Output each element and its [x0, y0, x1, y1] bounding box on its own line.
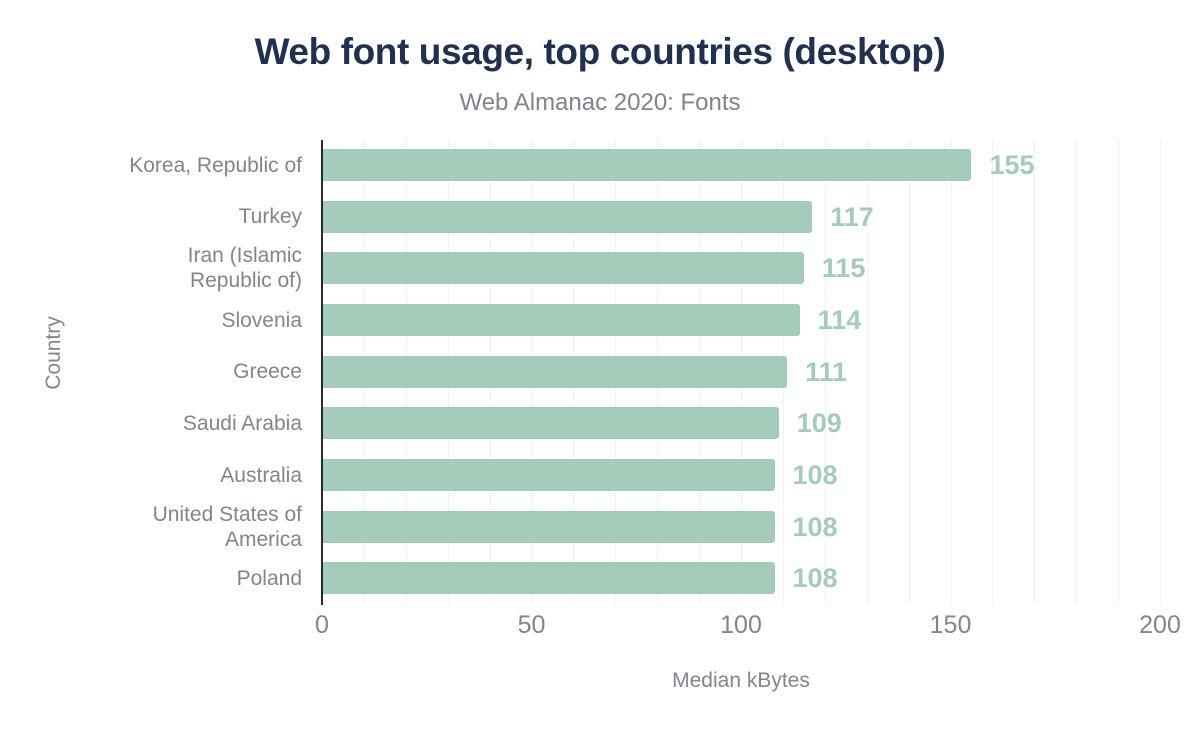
bar[interactable] — [322, 510, 775, 543]
category-label: Australia — [220, 463, 302, 487]
bar-row: 115 — [322, 243, 1160, 293]
plot-area: 155 117 115 114 111 109 108 108 108 — [322, 140, 1161, 605]
category-label: United States of America — [152, 502, 302, 551]
bar-row: 109 — [322, 398, 1160, 448]
category-label: Korea, Republic of — [129, 153, 302, 177]
category-axis-labels: Korea, Republic of Turkey Iran (Islamic Rep… — [0, 140, 312, 605]
y-axis-line — [321, 140, 323, 605]
gridline — [992, 140, 993, 605]
category-label: Iran (Islamic Republic of) — [187, 244, 302, 293]
gridline — [951, 140, 952, 605]
bar[interactable] — [322, 149, 972, 181]
bar[interactable] — [322, 355, 788, 388]
bar-row: 111 — [322, 347, 1160, 397]
category-label: Slovenia — [221, 308, 302, 332]
chart-subtitle: Web Almanac 2020: Fonts — [459, 89, 741, 116]
bar-value-label: 115 — [821, 253, 866, 284]
gridline — [1160, 140, 1161, 605]
category-label: Poland — [236, 566, 302, 590]
bar-value-label: 155 — [989, 150, 1035, 180]
gridline — [867, 140, 868, 605]
bar-row: 108 — [322, 450, 1160, 500]
x-axis-tick-label: 50 — [517, 611, 546, 639]
y-axis-title: Country — [42, 316, 65, 390]
category-label: Saudi Arabia — [182, 411, 302, 435]
bar-row: 155 — [322, 140, 1160, 190]
gridline — [1118, 140, 1119, 605]
bar[interactable] — [322, 562, 775, 595]
bar-row: 108 — [322, 553, 1160, 603]
bar[interactable] — [322, 200, 813, 233]
x-axis-tick-labels: 0 50 100 150 200 — [315, 610, 1181, 644]
bar[interactable] — [322, 252, 804, 285]
bar-row: 114 — [322, 295, 1160, 345]
x-axis-title: Median kBytes — [672, 669, 810, 692]
x-axis-tick-label: 200 — [1139, 611, 1181, 639]
gridline — [1076, 140, 1077, 605]
bar-value-label: 108 — [792, 511, 838, 542]
bar[interactable] — [322, 304, 800, 336]
chart-title: Web font usage, top countries (desktop) — [254, 31, 946, 72]
bar-row: 108 — [322, 502, 1160, 552]
bar[interactable] — [322, 407, 779, 440]
bar-value-label: 108 — [792, 460, 838, 490]
x-axis-tick-label: 100 — [720, 611, 762, 639]
bar-value-label: 114 — [817, 305, 862, 335]
gridline — [909, 140, 910, 605]
bar-value-label: 117 — [830, 201, 874, 232]
bars-layer: 155 117 115 114 111 109 108 108 108 — [322, 140, 1160, 605]
bar-value-label: 108 — [792, 563, 838, 594]
x-axis-tick-label: 150 — [929, 611, 972, 639]
category-label: Greece — [233, 360, 302, 384]
bar-value-label: 109 — [796, 408, 842, 439]
bar-row: 117 — [322, 192, 1160, 242]
bar[interactable] — [322, 459, 775, 491]
gridline — [825, 140, 826, 605]
gridline — [1034, 140, 1035, 605]
category-label: Turkey — [238, 205, 302, 229]
x-axis-tick-label: 0 — [315, 611, 329, 639]
bar-value-label: 111 — [805, 356, 848, 387]
